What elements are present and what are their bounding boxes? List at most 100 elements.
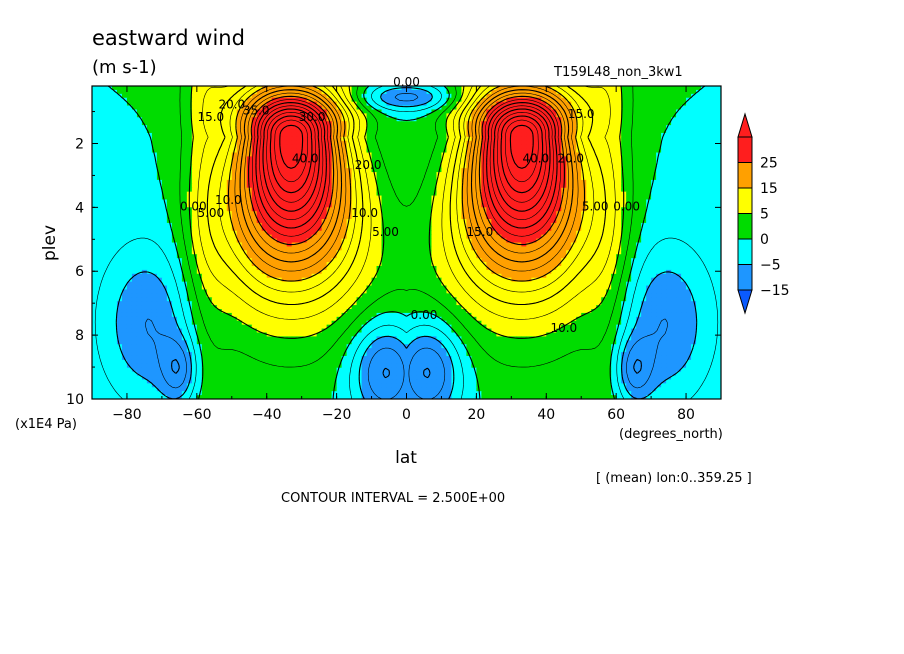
field-cell	[316, 179, 323, 185]
filled-contours	[92, 86, 721, 399]
field-cell	[181, 230, 188, 236]
field-cell	[201, 215, 208, 220]
field-cell	[436, 132, 443, 138]
field-cell	[376, 140, 383, 146]
field-cell	[126, 86, 133, 91]
field-cell	[696, 175, 702, 181]
field-cell	[471, 93, 477, 99]
field-cell	[346, 117, 353, 122]
field-cell	[371, 179, 378, 185]
field-cell	[496, 144, 502, 150]
field-cell	[151, 238, 158, 244]
field-cell	[266, 238, 273, 244]
field-cell	[651, 195, 657, 201]
field-cell	[441, 129, 448, 134]
field-cell	[106, 117, 113, 122]
field-cell	[706, 93, 712, 99]
field-cell	[326, 86, 333, 91]
field-cell	[491, 234, 497, 240]
field-cell	[256, 113, 263, 118]
field-cell	[221, 121, 228, 126]
field-cell	[161, 207, 168, 212]
field-cell	[406, 234, 413, 240]
field-cell	[661, 191, 667, 197]
field-cell	[206, 113, 213, 118]
field-cell	[661, 172, 667, 177]
field-cell	[646, 183, 652, 189]
field-cell	[266, 144, 273, 150]
field-cell	[306, 203, 313, 208]
field-cell	[596, 199, 602, 204]
field-cell	[321, 191, 328, 197]
field-cell	[491, 172, 497, 177]
field-cell	[331, 199, 338, 204]
field-cell	[611, 125, 617, 130]
field-cell	[146, 156, 153, 161]
field-cell	[461, 140, 467, 146]
field-cell	[276, 125, 283, 130]
field-cell	[501, 105, 507, 111]
field-cell	[246, 199, 253, 204]
field-cell	[96, 148, 103, 154]
field-cell	[141, 179, 148, 185]
field-cell	[701, 183, 707, 189]
field-cell	[176, 222, 183, 228]
field-cell	[696, 132, 702, 138]
field-cell	[501, 226, 507, 232]
field-cell	[476, 113, 482, 118]
field-cell	[106, 86, 113, 91]
field-cell	[711, 109, 717, 114]
field-cell	[96, 211, 103, 216]
field-cell	[496, 191, 502, 197]
field-cell	[316, 86, 323, 91]
field-cell	[286, 207, 293, 212]
field-cell	[406, 101, 413, 107]
field-cell	[706, 191, 712, 197]
field-cell	[616, 93, 622, 99]
field-cell	[371, 238, 378, 244]
field-cell	[541, 199, 547, 204]
field-cell	[331, 226, 338, 232]
field-cell	[391, 195, 398, 201]
field-cell	[441, 136, 448, 142]
field-cell	[101, 183, 108, 189]
field-cell	[491, 175, 497, 181]
field-cell	[626, 109, 632, 114]
field-cell	[231, 203, 238, 208]
field-cell	[321, 179, 328, 185]
field-cell	[446, 234, 453, 240]
field-cell	[316, 207, 323, 212]
field-cell	[566, 117, 572, 122]
field-cell	[696, 230, 702, 236]
field-cell	[456, 211, 463, 216]
field-cell	[166, 132, 173, 138]
field-cell	[536, 156, 542, 161]
field-cell	[276, 89, 283, 95]
field-cell	[446, 97, 453, 103]
field-cell	[261, 195, 268, 201]
field-cell	[346, 230, 353, 236]
field-cell	[166, 129, 173, 134]
field-cell	[641, 129, 647, 134]
field-cell	[126, 179, 133, 185]
field-cell	[311, 89, 318, 95]
field-cell	[641, 195, 647, 201]
field-cell	[101, 175, 108, 181]
field-cell	[551, 203, 557, 208]
field-cell	[376, 113, 383, 118]
field-cell	[541, 86, 547, 91]
field-cell	[631, 234, 637, 240]
field-cell	[106, 211, 113, 216]
field-cell	[346, 191, 353, 197]
field-cell	[96, 187, 103, 193]
field-cell	[646, 219, 652, 224]
field-cell	[641, 132, 647, 138]
field-cell	[111, 175, 118, 181]
field-cell	[366, 89, 373, 95]
field-cell	[706, 136, 712, 142]
field-cell	[691, 234, 697, 240]
field-cell	[516, 172, 522, 177]
field-cell	[136, 222, 143, 228]
field-cell	[196, 156, 203, 161]
field-cell	[326, 148, 333, 154]
